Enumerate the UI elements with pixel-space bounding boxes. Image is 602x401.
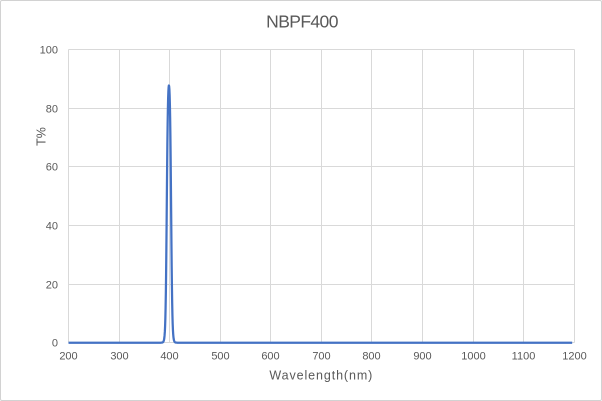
svg-text:800: 800 xyxy=(362,351,380,363)
svg-text:T%: T% xyxy=(35,127,49,146)
svg-text:0: 0 xyxy=(52,338,58,350)
svg-text:60: 60 xyxy=(46,162,58,174)
svg-text:20: 20 xyxy=(46,280,58,292)
svg-text:500: 500 xyxy=(211,351,229,363)
svg-text:100: 100 xyxy=(40,45,58,57)
svg-text:900: 900 xyxy=(413,351,431,363)
svg-text:Wavelength(nm): Wavelength(nm) xyxy=(269,369,373,383)
svg-text:600: 600 xyxy=(261,351,279,363)
svg-text:40: 40 xyxy=(46,221,58,233)
svg-text:1000: 1000 xyxy=(461,351,485,363)
svg-text:400: 400 xyxy=(160,351,178,363)
svg-text:200: 200 xyxy=(59,351,77,363)
svg-text:80: 80 xyxy=(46,104,58,116)
svg-text:700: 700 xyxy=(312,351,330,363)
svg-text:1100: 1100 xyxy=(512,351,536,363)
svg-text:300: 300 xyxy=(110,351,128,363)
svg-text:1200: 1200 xyxy=(562,351,586,363)
svg-text:NBPF400: NBPF400 xyxy=(266,12,339,32)
